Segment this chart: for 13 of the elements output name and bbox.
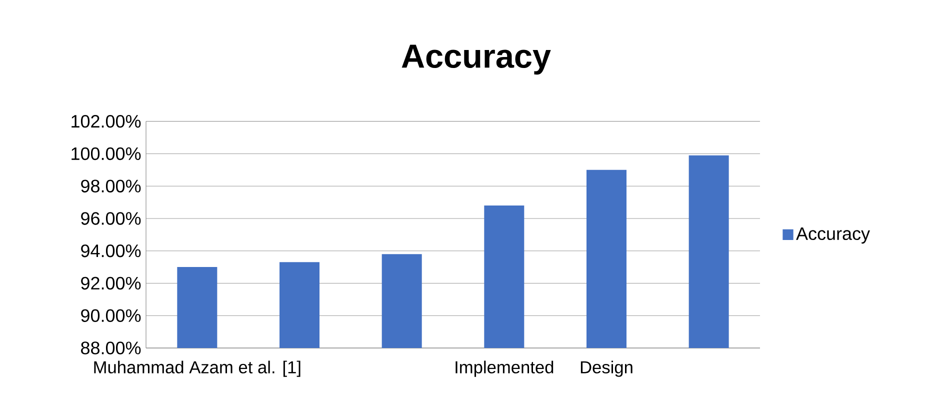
y-tick-label: 88.00% — [81, 342, 141, 354]
legend-label: Accuracy — [796, 227, 870, 244]
y-tick-label: 98.00% — [81, 180, 141, 192]
x-tick-label: Muhammad Azam et al. [1] — [94, 360, 300, 377]
x-tick-label: Design — [580, 360, 632, 377]
y-tick-label: 94.00% — [81, 244, 141, 258]
y-tick-label: 92.00% — [81, 276, 141, 290]
x-tick-label: Implemented — [456, 360, 554, 377]
chart-title: Accuracy — [402, 44, 551, 75]
y-tick-label: 96.00% — [81, 212, 141, 225]
y-tick-label: 100.00% — [72, 147, 141, 160]
y-tick-label: 102.00% — [72, 114, 141, 128]
y-tick-label: 90.00% — [81, 309, 141, 322]
